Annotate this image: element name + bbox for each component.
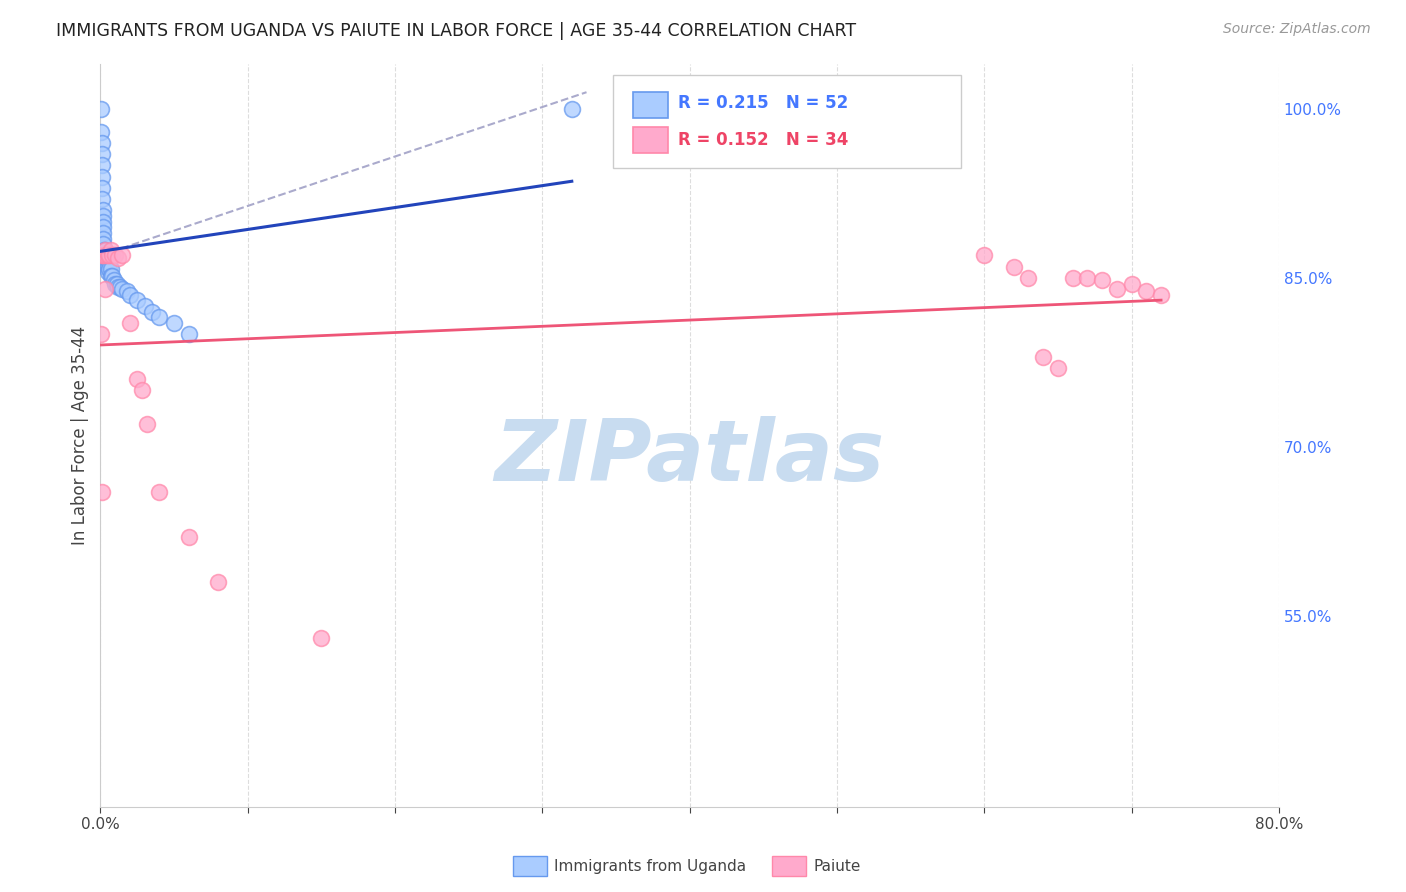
Point xyxy=(90,248,112,262)
Point xyxy=(97,254,120,268)
Point xyxy=(107,251,129,265)
Point xyxy=(163,316,186,330)
Point xyxy=(94,248,117,262)
Point xyxy=(90,136,112,150)
Point xyxy=(104,248,127,262)
Point xyxy=(97,265,120,279)
Point xyxy=(91,192,114,206)
Point xyxy=(104,277,127,291)
Point xyxy=(561,102,583,116)
Point xyxy=(1046,361,1069,376)
Point xyxy=(98,248,121,262)
Point xyxy=(91,237,114,252)
Point xyxy=(131,384,153,398)
Point xyxy=(90,158,112,172)
Point xyxy=(1105,282,1128,296)
Point xyxy=(1135,285,1157,299)
Point xyxy=(91,220,114,235)
Point xyxy=(90,181,112,195)
Point xyxy=(148,484,170,499)
Point xyxy=(148,310,170,325)
Text: Source: ZipAtlas.com: Source: ZipAtlas.com xyxy=(1223,22,1371,37)
Point xyxy=(207,574,229,589)
Text: R = 0.215   N = 52: R = 0.215 N = 52 xyxy=(678,95,848,112)
Point xyxy=(108,280,131,294)
Point xyxy=(94,248,117,262)
Text: R = 0.152   N = 34: R = 0.152 N = 34 xyxy=(678,131,848,149)
Text: ZIPatlas: ZIPatlas xyxy=(495,417,884,500)
Point xyxy=(90,125,112,139)
Text: Immigrants from Uganda: Immigrants from Uganda xyxy=(554,859,747,873)
Point xyxy=(90,248,112,262)
Y-axis label: In Labor Force | Age 35-44: In Labor Force | Age 35-44 xyxy=(72,326,89,545)
Point xyxy=(141,304,163,318)
FancyBboxPatch shape xyxy=(613,75,960,168)
Point xyxy=(107,280,129,294)
Point xyxy=(98,254,121,268)
Point xyxy=(91,214,114,228)
Point xyxy=(94,243,117,257)
Point xyxy=(93,243,115,257)
Point xyxy=(94,248,117,262)
Point xyxy=(98,261,121,276)
Point xyxy=(1121,277,1143,291)
Text: IMMIGRANTS FROM UGANDA VS PAIUTE IN LABOR FORCE | AGE 35-44 CORRELATION CHART: IMMIGRANTS FROM UGANDA VS PAIUTE IN LABO… xyxy=(56,22,856,40)
Point xyxy=(127,372,149,386)
Point xyxy=(91,248,114,262)
Point xyxy=(90,484,112,499)
Point xyxy=(94,254,117,268)
Point xyxy=(1150,288,1173,302)
Point xyxy=(90,327,112,342)
Point xyxy=(100,261,122,276)
Point xyxy=(97,260,120,274)
Point xyxy=(177,530,200,544)
Point xyxy=(96,248,118,262)
Point xyxy=(96,260,118,274)
Point xyxy=(1062,271,1084,285)
Point xyxy=(111,248,134,262)
Point xyxy=(311,631,333,645)
Point xyxy=(1091,273,1114,287)
Point xyxy=(118,288,141,302)
Point xyxy=(96,254,118,268)
Point xyxy=(101,248,124,262)
Point xyxy=(136,417,159,432)
Point xyxy=(100,268,122,283)
Point xyxy=(100,243,122,257)
Point xyxy=(94,282,117,296)
Point xyxy=(91,209,114,223)
Point xyxy=(1032,350,1054,364)
Point xyxy=(973,248,995,262)
Point xyxy=(177,327,200,342)
Point xyxy=(90,147,112,161)
Point xyxy=(96,248,118,262)
Point xyxy=(115,285,138,299)
Point xyxy=(118,316,141,330)
Point xyxy=(127,293,149,308)
Text: Paiute: Paiute xyxy=(814,859,860,873)
FancyBboxPatch shape xyxy=(633,128,668,153)
Point xyxy=(105,277,128,291)
Point xyxy=(93,248,115,262)
Point xyxy=(90,169,112,184)
Point xyxy=(90,102,112,116)
Point xyxy=(1017,271,1039,285)
Point xyxy=(91,231,114,245)
Point xyxy=(134,299,156,313)
Point xyxy=(97,248,120,262)
FancyBboxPatch shape xyxy=(633,92,668,119)
Point xyxy=(94,243,117,257)
Point xyxy=(103,273,125,287)
Point xyxy=(97,248,120,262)
Point xyxy=(101,268,124,283)
Point xyxy=(91,226,114,240)
Point xyxy=(1002,260,1025,274)
Point xyxy=(91,203,114,218)
Point xyxy=(111,282,134,296)
Point xyxy=(94,254,117,268)
Point xyxy=(1076,271,1098,285)
Point xyxy=(96,248,118,262)
